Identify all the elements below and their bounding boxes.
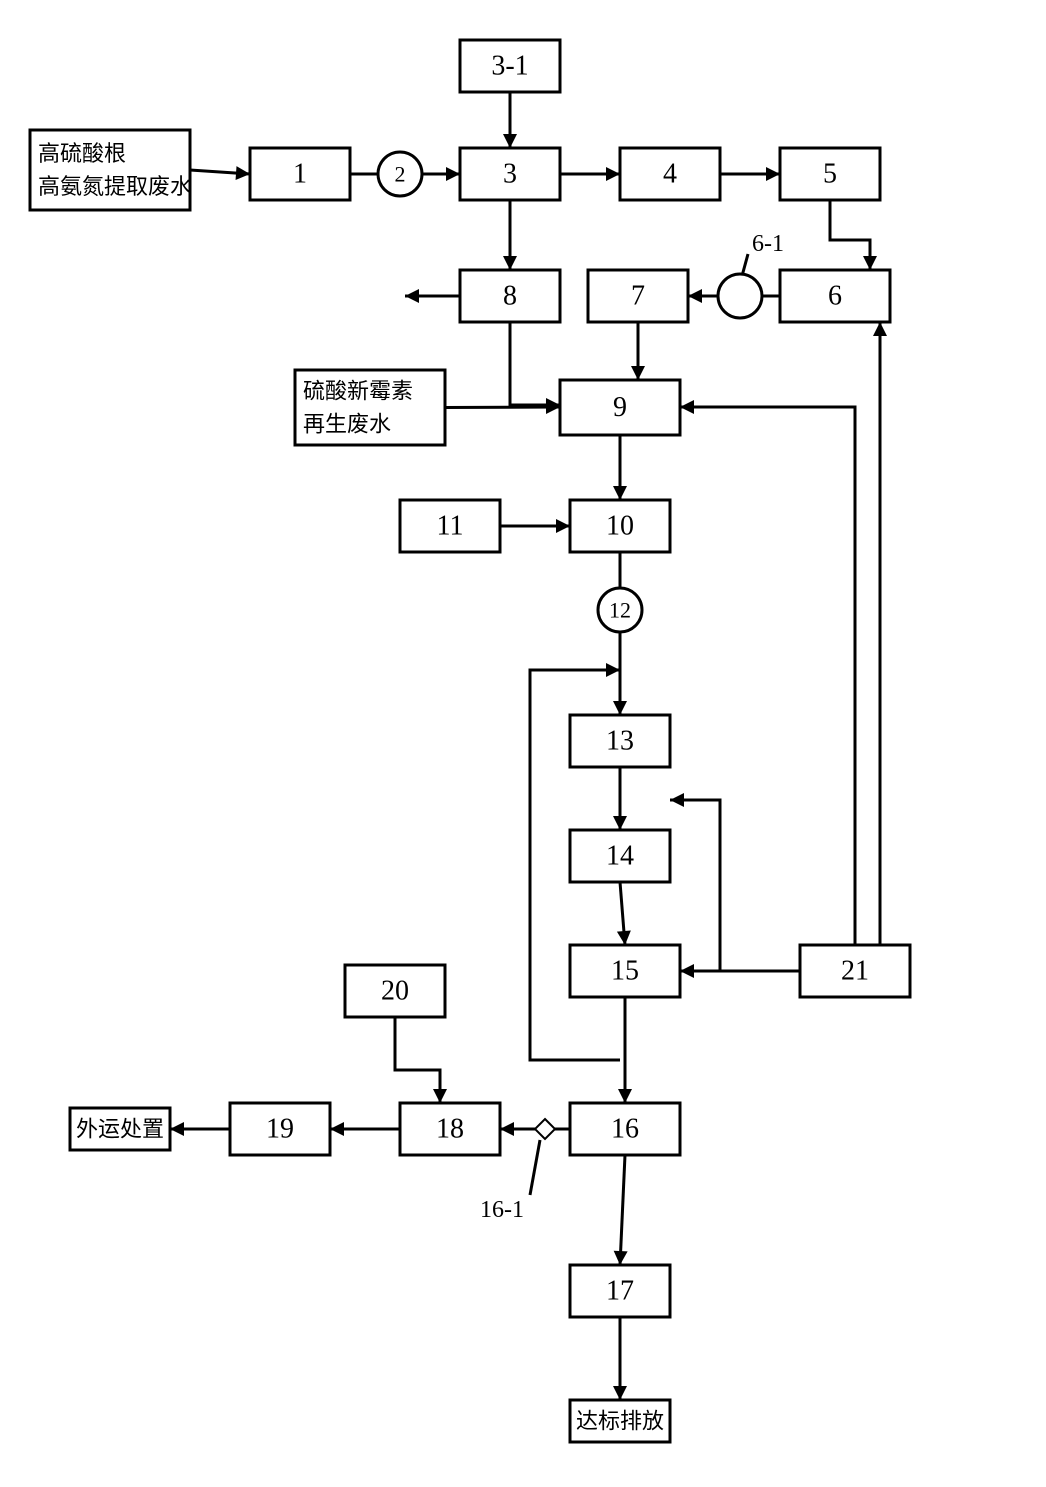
svg-text:11: 11: [437, 511, 464, 542]
svg-text:4: 4: [663, 159, 677, 190]
svg-text:达标排放: 达标排放: [576, 1409, 664, 1434]
svg-text:12: 12: [609, 598, 631, 623]
svg-text:6: 6: [828, 281, 842, 312]
svg-text:7: 7: [631, 281, 645, 312]
svg-text:16: 16: [611, 1114, 639, 1145]
svg-text:19: 19: [266, 1114, 294, 1145]
svg-text:9: 9: [613, 392, 627, 423]
svg-text:1: 1: [293, 159, 307, 190]
svg-text:3: 3: [503, 159, 517, 190]
svg-text:21: 21: [841, 956, 869, 987]
svg-text:5: 5: [823, 159, 837, 190]
svg-text:硫酸新霉素: 硫酸新霉素: [303, 379, 413, 404]
svg-text:8: 8: [503, 281, 517, 312]
svg-text:外运处置: 外运处置: [76, 1117, 164, 1142]
svg-text:3-1: 3-1: [491, 51, 528, 82]
svg-text:16-1: 16-1: [480, 1197, 524, 1223]
flowchart: 高硫酸根高氨氮提取废水1233-145678硫酸新霉素再生废水910111213…: [0, 0, 1046, 1487]
svg-text:15: 15: [611, 956, 639, 987]
svg-text:2: 2: [395, 162, 406, 187]
svg-text:10: 10: [606, 511, 634, 542]
svg-text:13: 13: [606, 726, 634, 757]
svg-text:高硫酸根: 高硫酸根: [38, 141, 126, 166]
svg-text:14: 14: [606, 841, 634, 872]
svg-text:6-1: 6-1: [752, 231, 784, 257]
svg-text:17: 17: [606, 1276, 634, 1307]
svg-text:高氨氮提取废水: 高氨氮提取废水: [38, 174, 192, 199]
svg-text:20: 20: [381, 976, 409, 1007]
svg-text:再生废水: 再生废水: [303, 412, 391, 437]
svg-text:18: 18: [436, 1114, 464, 1145]
